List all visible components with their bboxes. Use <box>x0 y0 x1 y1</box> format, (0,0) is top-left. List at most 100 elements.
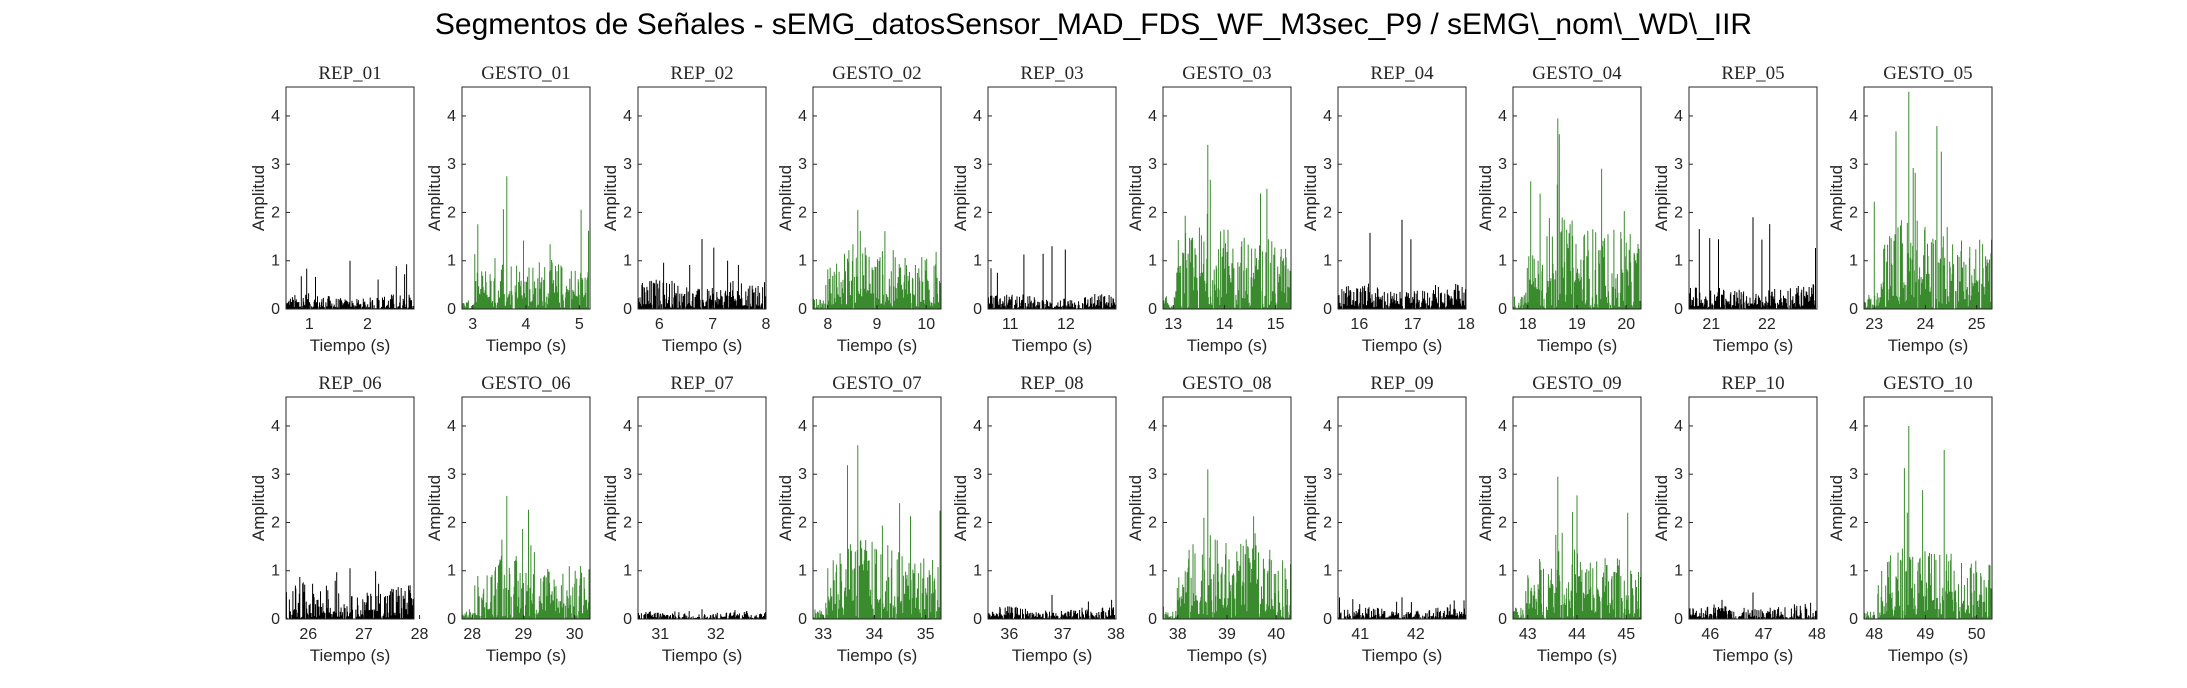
axes-box <box>812 396 942 620</box>
axes-box <box>637 396 767 620</box>
y-tick-label: 0 <box>271 611 280 628</box>
y-axis-label: Amplitud <box>425 165 444 231</box>
x-tick-label: 27 <box>355 626 373 643</box>
y-tick-label: 4 <box>1148 418 1157 435</box>
x-tick-label: 2 <box>363 316 372 333</box>
x-tick-label: 19 <box>1568 316 1586 333</box>
axes-box <box>1863 86 1993 310</box>
y-tick-label: 2 <box>1674 514 1683 531</box>
y-tick-label: 0 <box>973 611 982 628</box>
y-tick-label: 2 <box>623 204 632 221</box>
y-tick-label: 0 <box>973 301 982 318</box>
subplot-title: REP_10 <box>1721 373 1784 394</box>
x-tick-label: 48 <box>1808 626 1826 643</box>
signal-trace <box>1337 219 1467 309</box>
x-tick-label: 17 <box>1404 316 1422 333</box>
x-axis-label: Tiempo (s) <box>1537 336 1618 355</box>
y-tick-label: 2 <box>1148 514 1157 531</box>
y-axis-label: Amplitud <box>601 165 620 231</box>
y-tick-label: 1 <box>1148 563 1157 580</box>
axes-box <box>987 86 1117 310</box>
subplot-rep_07: REP_07 0 1 2 3 4 31 32 Tiempo (s) Amplitud <box>601 373 767 665</box>
signal-trace <box>1688 217 1818 309</box>
y-tick-label: 0 <box>447 611 456 628</box>
x-tick-label: 16 <box>1350 316 1368 333</box>
subplot-gesto_09: GESTO_09 0 1 2 3 4 43 44 45 Tiempo (s) Amplitud <box>1476 373 1642 665</box>
y-tick-label: 3 <box>271 466 280 483</box>
y-tick-label: 2 <box>1323 204 1332 221</box>
y-tick-label: 3 <box>447 156 456 173</box>
x-tick-label: 4 <box>522 316 531 333</box>
y-tick-label: 2 <box>973 514 982 531</box>
y-tick-label: 0 <box>798 611 807 628</box>
subplot-gesto_03: GESTO_03 0 1 2 3 4 13 14 15 Tiempo (s) Amplitud <box>1126 63 1292 355</box>
x-tick-label: 10 <box>917 316 935 333</box>
y-tick-label: 4 <box>1323 418 1332 435</box>
y-tick-label: 3 <box>271 156 280 173</box>
y-tick-label: 1 <box>271 253 280 270</box>
y-tick-label: 4 <box>447 418 456 435</box>
x-axis-label: Tiempo (s) <box>1713 336 1794 355</box>
y-tick-label: 2 <box>798 204 807 221</box>
y-axis-label: Amplitud <box>1301 475 1320 541</box>
subplot-title: REP_05 <box>1721 63 1784 84</box>
y-tick-label: 1 <box>1323 563 1332 580</box>
x-tick-label: 33 <box>814 626 832 643</box>
signal-trace <box>1337 597 1467 619</box>
signal-trace <box>1512 118 1642 309</box>
y-tick-label: 0 <box>623 611 632 628</box>
y-tick-label: 1 <box>973 563 982 580</box>
x-axis-label: Tiempo (s) <box>1713 646 1794 665</box>
y-tick-label: 3 <box>973 466 982 483</box>
signal-trace <box>1863 426 1993 619</box>
y-axis-label: Amplitud <box>249 165 268 231</box>
signal-trace <box>285 260 415 309</box>
subplot-title: GESTO_05 <box>1883 63 1972 84</box>
y-tick-label: 4 <box>1148 108 1157 125</box>
y-axis-label: Amplitud <box>1827 475 1846 541</box>
y-tick-label: 4 <box>623 418 632 435</box>
y-tick-label: 1 <box>1674 563 1683 580</box>
signal-trace <box>461 176 591 309</box>
x-tick-label: 26 <box>299 626 317 643</box>
y-tick-label: 4 <box>973 418 982 435</box>
subplot-rep_09: REP_09 0 1 2 3 4 41 42 Tiempo (s) Amplitud <box>1301 373 1467 665</box>
x-axis-label: Tiempo (s) <box>310 646 391 665</box>
x-tick-label: 43 <box>1519 626 1537 643</box>
y-tick-label: 1 <box>1323 253 1332 270</box>
y-tick-label: 2 <box>1498 204 1507 221</box>
y-tick-label: 0 <box>1323 301 1332 318</box>
y-tick-label: 0 <box>1148 301 1157 318</box>
y-tick-label: 1 <box>1849 563 1858 580</box>
y-tick-label: 3 <box>1498 466 1507 483</box>
y-tick-label: 0 <box>1498 301 1507 318</box>
x-axis-label: Tiempo (s) <box>1362 336 1443 355</box>
x-tick-label: 39 <box>1218 626 1236 643</box>
x-tick-label: 7 <box>708 316 717 333</box>
y-tick-label: 4 <box>271 418 280 435</box>
subplot-title: REP_06 <box>318 373 381 394</box>
y-tick-label: 1 <box>1148 253 1157 270</box>
x-tick-label: 5 <box>575 316 584 333</box>
subplot-gesto_04: GESTO_04 0 1 2 3 4 18 19 20 Tiempo (s) Amplitud <box>1476 63 1642 355</box>
x-tick-label: 40 <box>1267 626 1285 643</box>
x-tick-label: 47 <box>1755 626 1773 643</box>
y-tick-label: 1 <box>973 253 982 270</box>
y-tick-label: 3 <box>623 466 632 483</box>
y-tick-label: 1 <box>271 563 280 580</box>
y-tick-label: 2 <box>447 204 456 221</box>
x-tick-label: 31 <box>651 626 669 643</box>
subplot-title: GESTO_02 <box>832 63 921 84</box>
y-tick-label: 4 <box>1498 108 1507 125</box>
y-tick-label: 4 <box>1849 108 1858 125</box>
signal-trace <box>987 594 1117 619</box>
x-tick-label: 45 <box>1617 626 1635 643</box>
x-axis-label: Tiempo (s) <box>1187 646 1268 665</box>
figure-title: Segmentos de Señales - sEMG_datosSensor_… <box>434 8 1753 41</box>
signal-trace <box>1512 476 1642 619</box>
y-tick-label: 0 <box>798 301 807 318</box>
x-tick-label: 38 <box>1169 626 1187 643</box>
signal-trace <box>285 568 415 619</box>
